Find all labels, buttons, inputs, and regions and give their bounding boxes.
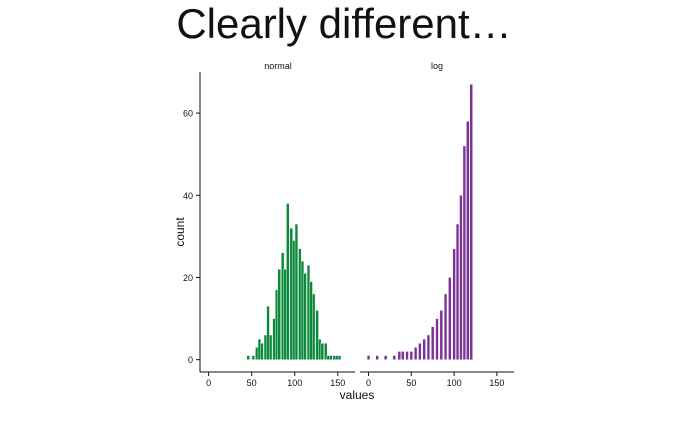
y-tick-label: 20 <box>183 273 193 283</box>
histogram-bar <box>431 326 435 360</box>
histogram-bar <box>337 355 342 360</box>
histogram-bar <box>459 195 463 360</box>
x-axis-label: values <box>340 388 375 402</box>
histogram-bar <box>439 310 443 360</box>
histogram-bar <box>294 223 299 360</box>
y-axis-label: count <box>173 217 187 247</box>
x-tick-label: 100 <box>447 378 462 388</box>
histogram-bar <box>268 334 273 360</box>
histogram-bar <box>303 273 307 360</box>
x-tick-label: 0 <box>206 378 211 388</box>
histogram-bar <box>266 306 270 360</box>
facet-normal: 0 50 100 150 <box>200 203 355 388</box>
facet-strip-normal: normal <box>264 61 292 71</box>
y-axis: 0 20 40 60 <box>183 72 201 372</box>
histogram-bar <box>397 351 401 360</box>
histogram-bar <box>251 355 256 360</box>
histogram-bar <box>469 84 473 360</box>
y-tick-label: 0 <box>188 355 193 365</box>
histogram-bar <box>426 334 431 360</box>
x-tick-label: 150 <box>489 378 504 388</box>
slide-title: Clearly different… <box>176 0 512 47</box>
histogram-bar <box>315 310 319 360</box>
y-tick-label: 60 <box>183 109 193 119</box>
facet-log: 0 50 100 150 <box>360 84 514 388</box>
histogram-bar <box>409 351 413 360</box>
histogram-bar <box>320 343 324 360</box>
histogram-bar <box>366 355 371 360</box>
y-tick-label: 40 <box>183 191 193 201</box>
histogram-bar <box>286 203 290 360</box>
histogram-bar <box>462 145 466 360</box>
histogram-bar <box>277 269 281 360</box>
histogram-bar <box>455 223 460 360</box>
histogram-bar <box>435 318 439 360</box>
histogram-bar <box>448 277 452 360</box>
histogram-bar <box>466 121 470 360</box>
histogram-bar <box>452 248 456 360</box>
histogram-bar <box>413 347 418 360</box>
histogram-bar <box>443 293 448 360</box>
histogram-bar <box>401 351 405 360</box>
histogram-bar <box>324 343 328 360</box>
histogram-bar <box>384 355 388 360</box>
x-tick-label: 100 <box>287 378 302 388</box>
histogram-bar <box>375 355 379 360</box>
histogram-bar <box>329 355 333 360</box>
facet-strip-log: log <box>431 61 443 71</box>
histogram-bar <box>246 355 250 360</box>
x-tick-label: 50 <box>247 378 257 388</box>
x-tick-label: 0 <box>366 378 371 388</box>
histogram-bar <box>422 338 426 360</box>
x-tick-label: 50 <box>406 378 416 388</box>
x-tick-label: 150 <box>330 378 345 388</box>
histogram-bar <box>418 343 422 360</box>
histogram-bar <box>260 343 264 360</box>
histogram-bar <box>405 351 409 360</box>
histogram-bar <box>392 355 396 360</box>
histogram-bar <box>312 293 316 360</box>
